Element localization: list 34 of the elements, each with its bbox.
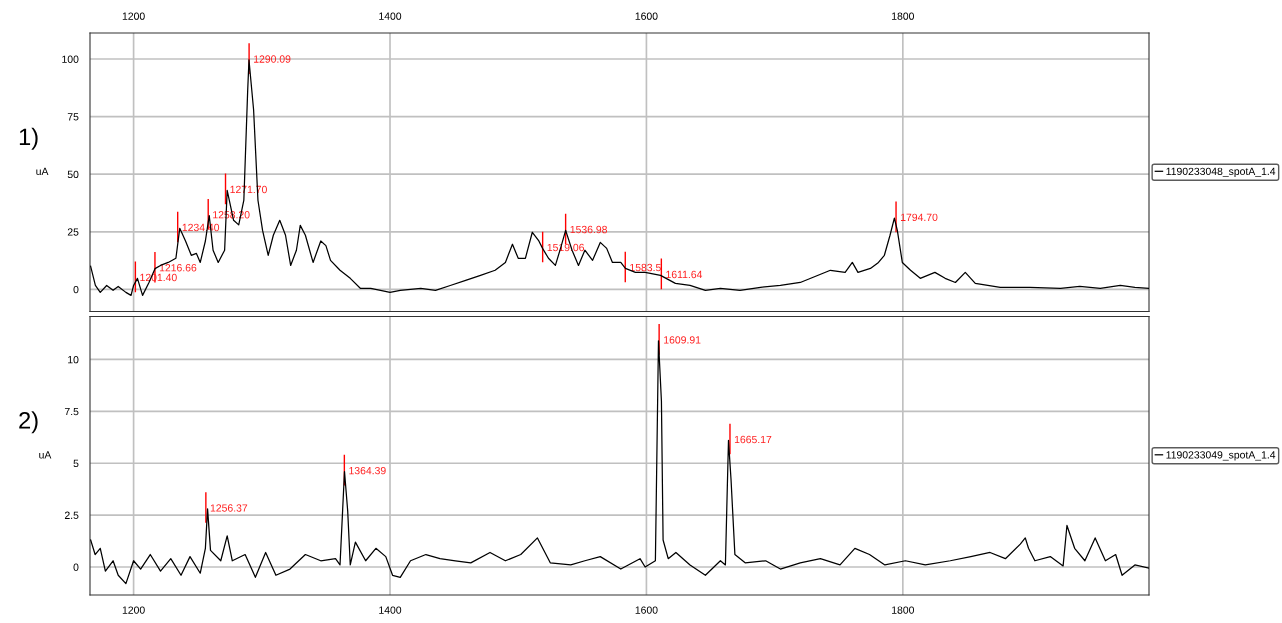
- annotation: 1290.09: [254, 55, 291, 63]
- x-tick-label: 1600: [635, 606, 658, 614]
- x-tick-label: 1200: [122, 12, 145, 20]
- y-tick-label: 10: [68, 355, 79, 364]
- y-tick-label: 7.5: [64, 407, 79, 416]
- annotation: 1536.98: [570, 225, 607, 234]
- y-tick-label: 100: [62, 55, 79, 63]
- annotation: 1794.70: [901, 213, 938, 221]
- y-axis-title: uA: [36, 167, 49, 176]
- x-tick-label: 1200: [122, 606, 145, 614]
- x-tick-label: 1800: [892, 606, 915, 614]
- legend-label: 1190233049_spotA_1.4: [1166, 451, 1276, 461]
- annotation: 1665.17: [734, 435, 772, 444]
- text: 2): [19, 411, 38, 434]
- legend-label: 1190233048_spotA_1.4: [1166, 167, 1276, 178]
- x-tick-label: 1800: [892, 12, 915, 20]
- annotation: 1364.39: [349, 466, 386, 475]
- annotation: 1583.5: [630, 263, 661, 272]
- y-tick-label: 5: [73, 459, 79, 468]
- y-tick-label: 0: [73, 563, 79, 571]
- x-tick-label: 1600: [635, 12, 658, 20]
- annotation: 1256.37: [210, 504, 248, 512]
- y-tick-label: 50: [67, 170, 79, 179]
- annotation: 1611.64: [666, 270, 703, 279]
- y-tick-label: 2.5: [64, 511, 79, 519]
- x-tick-label: 1400: [379, 606, 402, 614]
- text: 1): [19, 127, 38, 150]
- annotation: 1216.66: [159, 264, 197, 272]
- y-tick-label: 0: [73, 285, 79, 294]
- y-axis-title: uA: [39, 451, 52, 459]
- y-tick-label: 75: [67, 113, 79, 121]
- y-tick-label: 25: [67, 228, 79, 236]
- x-tick-label: 1400: [379, 12, 402, 20]
- annotation: 1609.91: [664, 336, 701, 344]
